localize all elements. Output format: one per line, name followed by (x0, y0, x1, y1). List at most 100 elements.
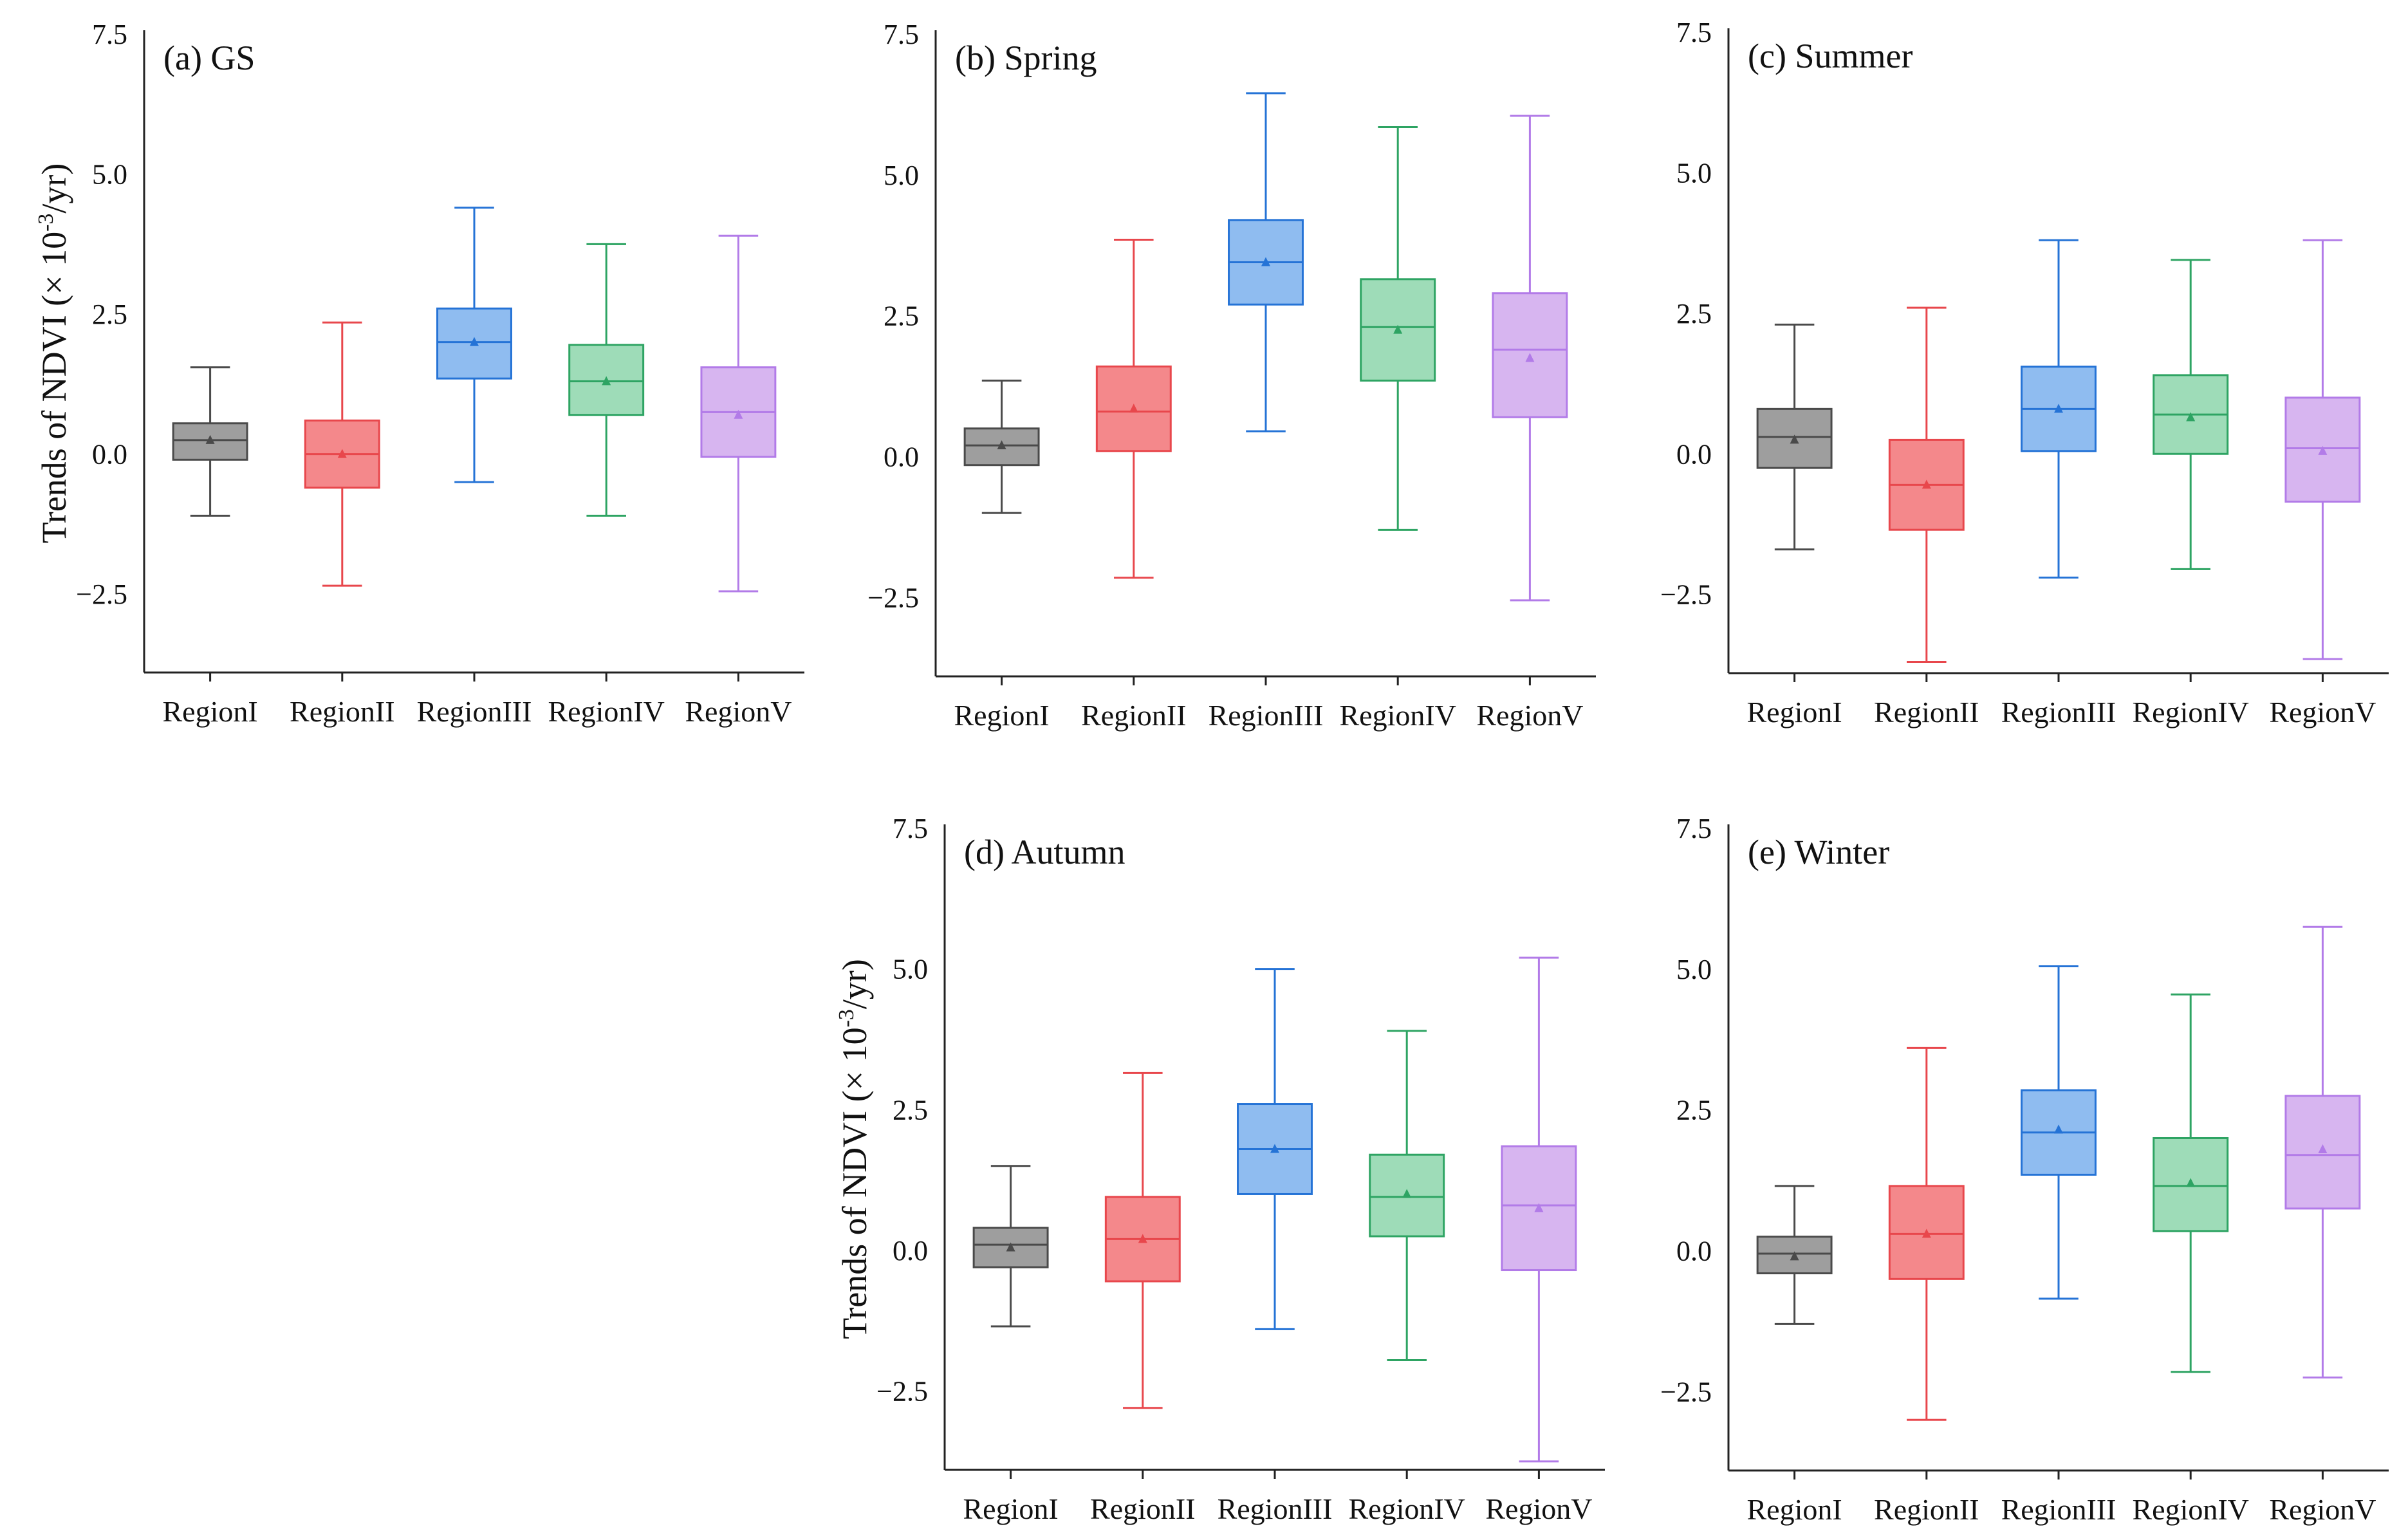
x-tick-label: RegionI (1746, 696, 1842, 728)
x-tick-label: RegionII (1874, 1493, 1979, 1526)
y-tick-label: 5.0 (1676, 157, 1712, 189)
x-tick-label: RegionIII (417, 695, 532, 728)
y-tick-label: 2.5 (893, 1094, 928, 1126)
x-tick-label: RegionV (1476, 699, 1583, 732)
mean-marker (602, 376, 611, 385)
y-tick-label: 7.5 (884, 19, 919, 50)
box-RegionI (1756, 323, 1833, 551)
iqr-box (2153, 1136, 2229, 1232)
y-tick-label: 0.0 (1676, 438, 1712, 470)
box-RegionIII (1228, 92, 1304, 432)
box-RegionI (1756, 1185, 1833, 1325)
mean-marker (734, 409, 743, 419)
mean-marker (470, 337, 479, 346)
panel-title: (c) Summer (1748, 37, 1913, 75)
box-RegionI (172, 366, 248, 517)
box-RegionIV (2153, 259, 2229, 570)
box-RegionIII (2021, 965, 2097, 1300)
box-RegionIII (1237, 968, 1313, 1330)
mean-marker (2186, 1178, 2196, 1187)
mean-marker (2318, 445, 2328, 455)
x-tick-label: RegionIII (1218, 1492, 1333, 1525)
y-tick-label: 2.5 (92, 299, 127, 330)
box-RegionI (972, 1165, 1049, 1328)
y-tick-label: 7.5 (893, 813, 928, 844)
x-tick-label: RegionI (162, 695, 257, 728)
mean-marker (1790, 1251, 1799, 1261)
y-axis-title: Trends of NDVI (× 10-3/yr) (34, 163, 73, 544)
x-tick-label: RegionIV (1339, 699, 1456, 732)
y-tick-label: 0.0 (1676, 1236, 1712, 1267)
box-RegionV (1492, 115, 1568, 602)
box-RegionV (2284, 925, 2361, 1379)
mean-marker (2186, 412, 2196, 422)
mean-marker (1261, 257, 1270, 266)
x-tick-label: RegionII (290, 695, 395, 728)
y-tick-label: 7.5 (92, 19, 127, 50)
x-tick-label: RegionIII (2001, 1493, 2116, 1526)
x-tick-label: RegionV (1485, 1492, 1592, 1525)
box-RegionII (1888, 1046, 1965, 1421)
mean-marker (1790, 434, 1799, 444)
box-RegionV (700, 234, 777, 593)
x-tick-label: RegionV (685, 695, 792, 728)
y-tick-label: 0.0 (884, 441, 919, 473)
y-axis-title: Trends of NDVI (× 10-3/yr) (835, 959, 874, 1339)
iqr-box (972, 1227, 1049, 1268)
box-RegionIV (568, 243, 645, 517)
x-tick-label: RegionV (2269, 696, 2376, 728)
mean-marker (1006, 1242, 1015, 1252)
y-tick-label: 2.5 (1676, 1095, 1712, 1126)
box-RegionV (2284, 239, 2361, 660)
mean-marker (2054, 404, 2063, 413)
x-tick-label: RegionII (1090, 1492, 1196, 1525)
y-tick-label: −2.5 (876, 1376, 928, 1407)
y-tick-label: 5.0 (884, 160, 919, 191)
y-tick-label: 5.0 (92, 159, 127, 190)
panel-title: (d) Autumn (964, 833, 1125, 871)
x-tick-label: RegionV (2269, 1493, 2376, 1526)
panel-title: (a) GS (163, 39, 255, 77)
mean-marker (1922, 1229, 1931, 1238)
box-RegionII (1104, 1072, 1181, 1409)
x-tick-label: RegionIV (2132, 1493, 2248, 1526)
mean-marker (205, 434, 215, 444)
panel-title: (b) Spring (955, 39, 1097, 77)
mean-marker (1270, 1144, 1279, 1153)
box-RegionIV (1369, 1030, 1445, 1361)
mean-marker (997, 440, 1006, 450)
y-tick-label: 0.0 (92, 439, 127, 470)
panel-2: −2.5 0.0 2.5 5.0 7.5 RegionI RegionII RegionIII… (867, 19, 1596, 732)
y-tick-label: −2.5 (1660, 579, 1712, 611)
panel-4: −2.5 0.0 2.5 5.0 7.5 RegionI RegionII RegionIII… (835, 813, 1605, 1525)
y-tick-label: 5.0 (893, 954, 928, 985)
panel-title: (e) Winter (1748, 833, 1889, 871)
x-tick-label: RegionIII (2001, 696, 2116, 728)
box-RegionIV (2153, 993, 2229, 1373)
y-tick-label: 7.5 (1676, 17, 1712, 48)
mean-marker (1138, 1234, 1147, 1243)
x-tick-label: RegionIV (1348, 1492, 1465, 1525)
y-tick-label: −2.5 (1660, 1376, 1712, 1407)
box-RegionI (963, 379, 1040, 514)
mean-marker (2318, 1144, 2328, 1153)
x-tick-label: RegionI (1746, 1493, 1842, 1526)
y-tick-label: 2.5 (884, 301, 919, 332)
mean-marker (1393, 324, 1403, 334)
box-RegionIV (1360, 125, 1436, 531)
y-tick-label: 2.5 (1676, 298, 1712, 329)
mean-marker (1129, 404, 1138, 413)
mean-marker (337, 449, 347, 458)
mean-marker (1402, 1189, 1412, 1198)
y-tick-label: −2.5 (76, 579, 127, 610)
x-tick-label: RegionII (1081, 699, 1187, 732)
panel-1: −2.5 0.0 2.5 5.0 7.5 RegionI RegionII RegionIII… (34, 19, 804, 728)
box-RegionII (1095, 239, 1172, 579)
panel-5: −2.5 0.0 2.5 5.0 7.5 RegionI RegionII RegionIII… (1660, 813, 2389, 1526)
y-tick-label: 5.0 (1676, 954, 1712, 985)
x-tick-label: RegionI (954, 699, 1049, 732)
mean-marker (2054, 1124, 2063, 1134)
mean-marker (1534, 1203, 1544, 1212)
mean-marker (1525, 353, 1535, 362)
